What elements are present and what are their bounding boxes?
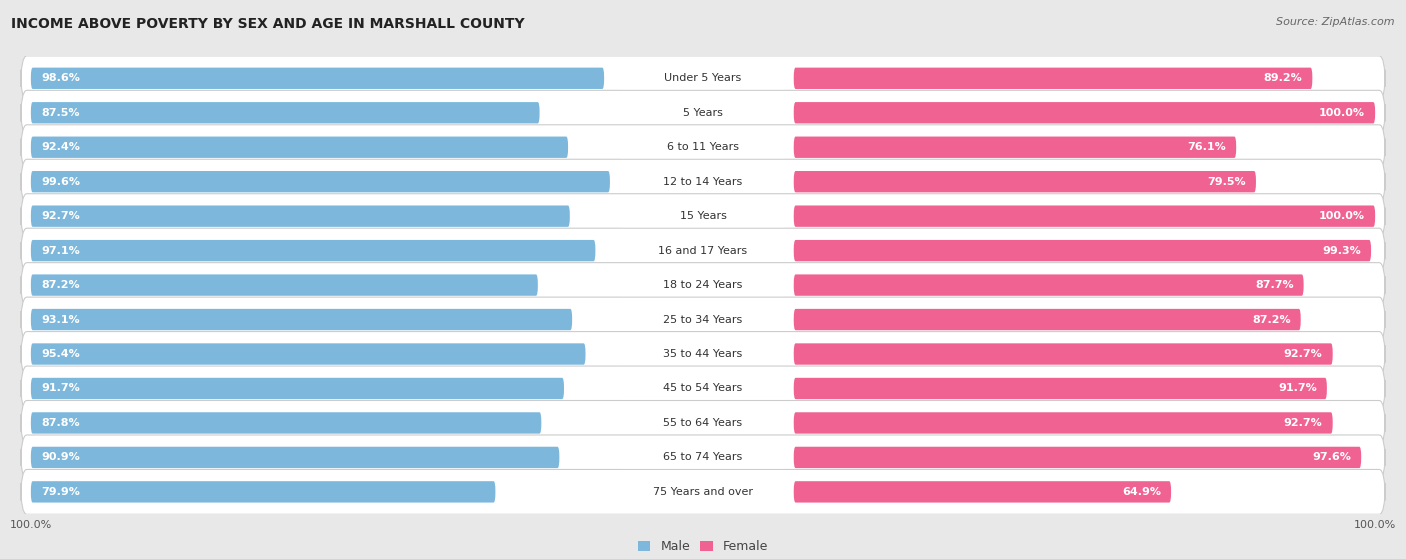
FancyBboxPatch shape: [31, 274, 538, 296]
FancyBboxPatch shape: [21, 331, 1385, 376]
FancyBboxPatch shape: [620, 309, 786, 330]
FancyBboxPatch shape: [31, 481, 495, 503]
Text: 12 to 14 Years: 12 to 14 Years: [664, 177, 742, 187]
Text: Under 5 Years: Under 5 Years: [665, 73, 741, 83]
Text: 45 to 54 Years: 45 to 54 Years: [664, 383, 742, 394]
FancyBboxPatch shape: [794, 378, 1327, 399]
FancyBboxPatch shape: [794, 68, 1312, 89]
FancyBboxPatch shape: [31, 413, 541, 434]
Text: 79.9%: 79.9%: [41, 487, 80, 497]
Text: 25 to 34 Years: 25 to 34 Years: [664, 315, 742, 325]
FancyBboxPatch shape: [620, 205, 786, 227]
FancyBboxPatch shape: [794, 447, 1361, 468]
Text: 97.1%: 97.1%: [41, 245, 80, 255]
FancyBboxPatch shape: [31, 102, 540, 124]
FancyBboxPatch shape: [794, 171, 1256, 192]
Text: 90.9%: 90.9%: [41, 452, 80, 462]
Text: 87.8%: 87.8%: [41, 418, 80, 428]
FancyBboxPatch shape: [794, 481, 1171, 503]
FancyBboxPatch shape: [794, 240, 1371, 261]
FancyBboxPatch shape: [794, 274, 1303, 296]
FancyBboxPatch shape: [21, 297, 1385, 342]
FancyBboxPatch shape: [21, 91, 1385, 135]
FancyBboxPatch shape: [31, 68, 605, 89]
FancyBboxPatch shape: [620, 240, 786, 262]
Text: 99.3%: 99.3%: [1322, 245, 1361, 255]
Text: 93.1%: 93.1%: [41, 315, 80, 325]
FancyBboxPatch shape: [794, 102, 1375, 124]
FancyBboxPatch shape: [620, 136, 786, 158]
FancyBboxPatch shape: [31, 309, 572, 330]
FancyBboxPatch shape: [620, 412, 786, 434]
Text: 64.9%: 64.9%: [1122, 487, 1161, 497]
Text: 91.7%: 91.7%: [41, 383, 80, 394]
Text: 92.7%: 92.7%: [1284, 349, 1323, 359]
Text: 100.0%: 100.0%: [1319, 211, 1365, 221]
Text: 98.6%: 98.6%: [41, 73, 80, 83]
Text: 18 to 24 Years: 18 to 24 Years: [664, 280, 742, 290]
FancyBboxPatch shape: [31, 447, 560, 468]
Text: 92.4%: 92.4%: [41, 142, 80, 152]
Text: 87.5%: 87.5%: [41, 108, 80, 118]
Text: 5 Years: 5 Years: [683, 108, 723, 118]
Text: 16 and 17 Years: 16 and 17 Years: [658, 245, 748, 255]
FancyBboxPatch shape: [21, 194, 1385, 239]
Text: 91.7%: 91.7%: [1278, 383, 1317, 394]
Text: 87.2%: 87.2%: [41, 280, 80, 290]
FancyBboxPatch shape: [794, 343, 1333, 364]
FancyBboxPatch shape: [21, 435, 1385, 480]
Legend: Male, Female: Male, Female: [633, 536, 773, 558]
FancyBboxPatch shape: [794, 309, 1301, 330]
Text: 100.0%: 100.0%: [1319, 108, 1365, 118]
FancyBboxPatch shape: [21, 400, 1385, 446]
FancyBboxPatch shape: [31, 378, 564, 399]
FancyBboxPatch shape: [21, 263, 1385, 307]
FancyBboxPatch shape: [21, 366, 1385, 411]
Text: 97.6%: 97.6%: [1312, 452, 1351, 462]
FancyBboxPatch shape: [620, 377, 786, 400]
Text: 79.5%: 79.5%: [1208, 177, 1246, 187]
FancyBboxPatch shape: [21, 470, 1385, 514]
FancyBboxPatch shape: [31, 136, 568, 158]
Text: 76.1%: 76.1%: [1187, 142, 1226, 152]
Text: 6 to 11 Years: 6 to 11 Years: [666, 142, 740, 152]
FancyBboxPatch shape: [620, 67, 786, 89]
FancyBboxPatch shape: [21, 159, 1385, 204]
FancyBboxPatch shape: [31, 171, 610, 192]
FancyBboxPatch shape: [620, 102, 786, 124]
FancyBboxPatch shape: [620, 274, 786, 296]
FancyBboxPatch shape: [794, 413, 1333, 434]
Text: 95.4%: 95.4%: [41, 349, 80, 359]
Text: 35 to 44 Years: 35 to 44 Years: [664, 349, 742, 359]
Text: 92.7%: 92.7%: [41, 211, 80, 221]
FancyBboxPatch shape: [21, 56, 1385, 101]
FancyBboxPatch shape: [620, 447, 786, 468]
FancyBboxPatch shape: [620, 343, 786, 365]
FancyBboxPatch shape: [31, 206, 569, 227]
Text: 15 Years: 15 Years: [679, 211, 727, 221]
Text: 92.7%: 92.7%: [1284, 418, 1323, 428]
Text: 89.2%: 89.2%: [1264, 73, 1302, 83]
FancyBboxPatch shape: [620, 170, 786, 193]
Text: 87.2%: 87.2%: [1251, 315, 1291, 325]
FancyBboxPatch shape: [794, 136, 1236, 158]
Text: 99.6%: 99.6%: [41, 177, 80, 187]
FancyBboxPatch shape: [31, 240, 595, 261]
FancyBboxPatch shape: [21, 125, 1385, 170]
Text: 65 to 74 Years: 65 to 74 Years: [664, 452, 742, 462]
FancyBboxPatch shape: [794, 206, 1375, 227]
Text: INCOME ABOVE POVERTY BY SEX AND AGE IN MARSHALL COUNTY: INCOME ABOVE POVERTY BY SEX AND AGE IN M…: [11, 17, 524, 31]
FancyBboxPatch shape: [31, 343, 585, 364]
Text: 55 to 64 Years: 55 to 64 Years: [664, 418, 742, 428]
Text: 75 Years and over: 75 Years and over: [652, 487, 754, 497]
FancyBboxPatch shape: [620, 481, 786, 503]
FancyBboxPatch shape: [21, 228, 1385, 273]
Text: Source: ZipAtlas.com: Source: ZipAtlas.com: [1277, 17, 1395, 27]
Text: 87.7%: 87.7%: [1256, 280, 1294, 290]
